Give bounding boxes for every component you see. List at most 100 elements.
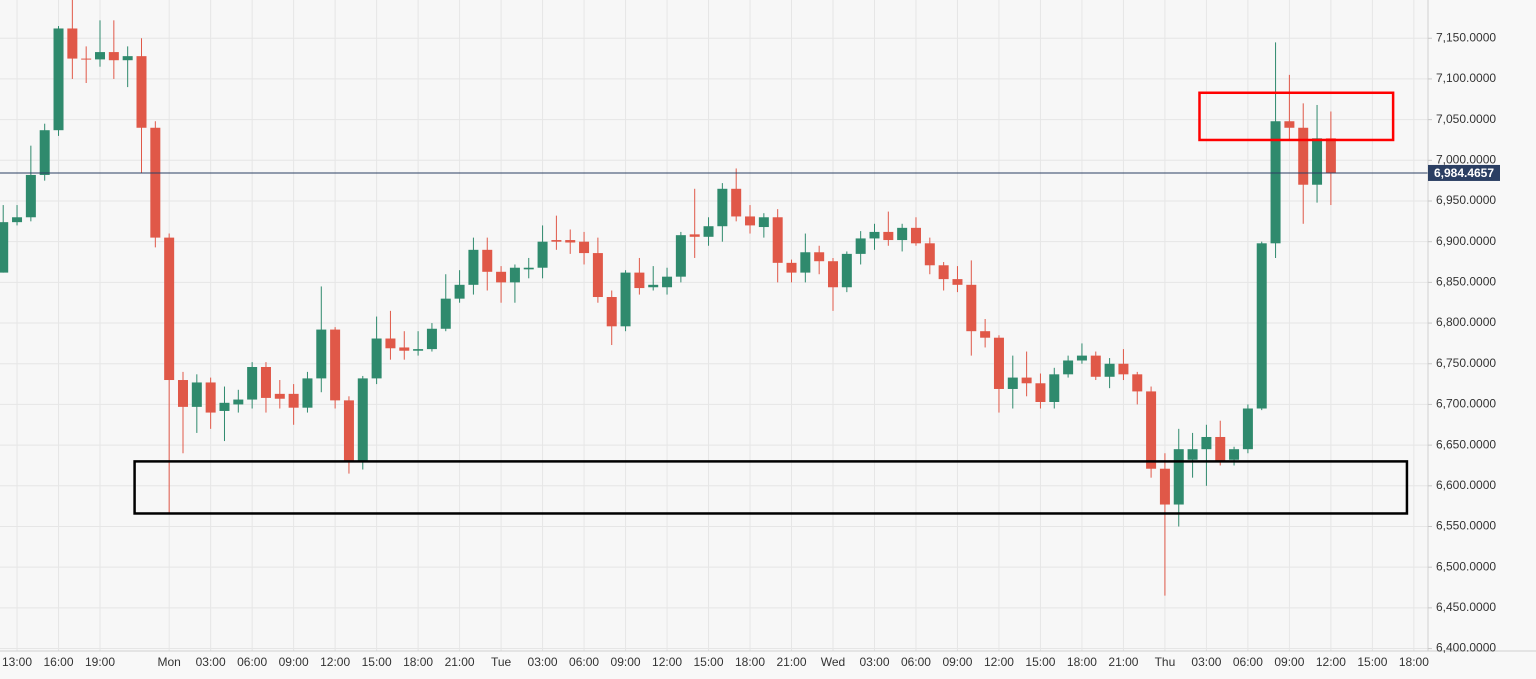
y-tick-label: 6,700.0000 (1436, 397, 1496, 411)
candle-body (1229, 449, 1240, 460)
x-tick-label: 15:00 (362, 655, 392, 669)
candle-body (952, 279, 963, 285)
candle-body (509, 267, 520, 283)
candle-body (980, 331, 991, 338)
x-tick-label: Tue (491, 655, 512, 669)
candle-body (620, 272, 631, 327)
x-tick-label: 03:00 (196, 655, 226, 669)
candle-body (579, 241, 590, 254)
x-tick-label: 15:00 (1357, 655, 1387, 669)
x-tick-label: Wed (821, 655, 845, 669)
x-tick-label: 12:00 (1316, 655, 1346, 669)
x-tick-label: 12:00 (652, 655, 682, 669)
candle-body (634, 272, 645, 289)
candle-body (288, 393, 299, 408)
candle-body (440, 298, 451, 329)
x-tick-label: 03:00 (528, 655, 558, 669)
candle-body (662, 276, 673, 288)
x-tick-label: 18:00 (735, 655, 765, 669)
candle-body (551, 240, 562, 242)
candle-body (1298, 127, 1309, 185)
x-tick-label: 13:00 (2, 655, 32, 669)
candle-body (1201, 436, 1212, 450)
candle-body (855, 238, 866, 254)
current-price-label: 6,984.4657 (1434, 166, 1494, 180)
x-tick-label: 09:00 (611, 655, 641, 669)
candle-body (136, 56, 147, 128)
x-tick-label: 16:00 (44, 655, 74, 669)
y-tick-label: 7,150.0000 (1436, 30, 1496, 44)
candle-body (482, 249, 493, 272)
candle-body (177, 380, 188, 407)
x-tick-label: 21:00 (445, 655, 475, 669)
x-tick-label: Mon (157, 655, 180, 669)
candle-body (343, 400, 354, 463)
candle-body (910, 227, 921, 244)
x-tick-label: 18:00 (1067, 655, 1097, 669)
x-tick-label: 21:00 (1108, 655, 1138, 669)
candle-body (786, 262, 797, 273)
candle-body (468, 249, 479, 285)
x-tick-label: 15:00 (1025, 655, 1055, 669)
candle-body (731, 188, 742, 217)
candle-body (164, 237, 175, 381)
candle-body (828, 261, 838, 288)
candle-body (814, 252, 825, 262)
candles (0, 0, 1336, 596)
candle-body (1090, 355, 1101, 377)
candle-body (274, 393, 285, 399)
y-tick-label: 7,100.0000 (1436, 71, 1496, 85)
candle-body (205, 382, 216, 413)
plot-background (0, 0, 1428, 651)
overlay (0, 91, 1428, 515)
x-tick-label: 09:00 (279, 655, 309, 669)
candle-body (399, 347, 410, 351)
candle-body (523, 267, 534, 270)
candle-body (993, 337, 1004, 389)
candle-body (648, 284, 659, 288)
candle-body (1104, 363, 1115, 377)
candle-body (565, 240, 576, 243)
candle-body (1035, 383, 1046, 402)
candle-body (357, 378, 368, 463)
candle-body (675, 235, 686, 277)
candle-body (219, 402, 230, 411)
candle-body (1284, 121, 1295, 128)
candle-body (1173, 449, 1184, 505)
grid (0, 0, 1428, 651)
y-tick-label: 6,900.0000 (1436, 234, 1496, 248)
candle-body (1325, 138, 1336, 173)
candle-body (1132, 374, 1143, 392)
x-tick-label: 12:00 (320, 655, 350, 669)
x-tick-label: 15:00 (694, 655, 724, 669)
candle-body (0, 222, 9, 273)
candle-body (1118, 363, 1129, 375)
candle-body (302, 378, 313, 408)
candle-body (883, 231, 894, 241)
y-tick-label: 6,600.0000 (1436, 478, 1496, 492)
y-tick-label: 7,000.0000 (1436, 152, 1496, 166)
candle-body (1049, 374, 1060, 402)
candle-body (53, 28, 64, 131)
y-tick-label: 6,850.0000 (1436, 275, 1496, 289)
current-price-box (1428, 164, 1500, 181)
candle-body (869, 231, 880, 239)
candle-body (745, 216, 756, 226)
y-tick-label: 6,450.0000 (1436, 600, 1496, 614)
candle-body (1215, 436, 1226, 462)
candle-body (1187, 449, 1198, 460)
candle-body (1021, 377, 1032, 384)
candle-body (800, 252, 811, 273)
candle-body (1159, 468, 1170, 505)
candle-body (897, 227, 908, 241)
y-tick-label: 6,800.0000 (1436, 315, 1496, 329)
candle-body (247, 367, 258, 400)
candle-body (108, 52, 119, 61)
candle-body (385, 338, 396, 349)
candle-body (938, 265, 949, 280)
candle-body (966, 284, 977, 332)
candle-body (841, 253, 852, 288)
candle-body (39, 130, 50, 175)
candle-body (413, 349, 424, 351)
candle-body (758, 217, 769, 228)
